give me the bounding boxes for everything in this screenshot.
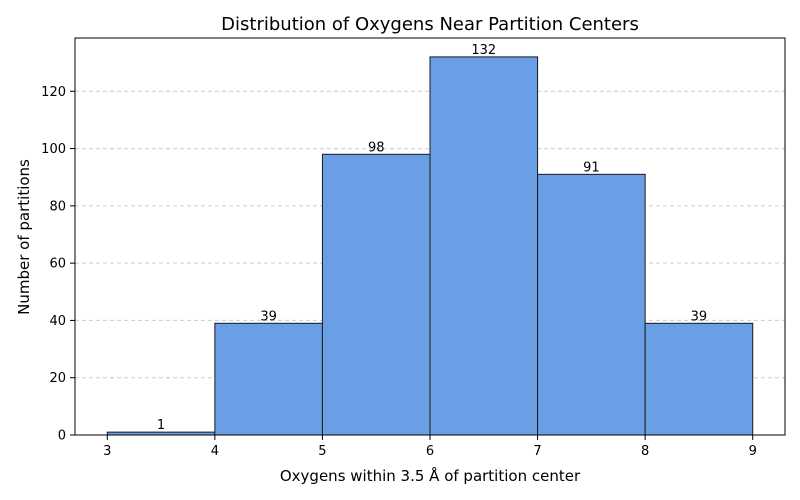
- bar-value-label: 39: [691, 309, 708, 324]
- y-tick-label: 60: [49, 257, 66, 272]
- histogram-bar: [429, 56, 539, 436]
- x-tick-label: 8: [641, 444, 649, 459]
- y-tick-label: 100: [41, 142, 66, 157]
- x-tick-label: 9: [749, 444, 757, 459]
- x-tick-label: 4: [211, 444, 219, 459]
- y-tick-label: 0: [58, 429, 66, 444]
- y-axis-ticks: 0 20 40 60 80 100 120: [41, 85, 75, 444]
- bar-value-label: 132: [471, 43, 496, 58]
- x-tick-label: 3: [103, 444, 111, 459]
- x-axis-ticks: 3 4 5 6 7 8 9: [103, 435, 757, 459]
- data-labels: 1 39 98 132 91 39: [157, 43, 707, 433]
- y-tick-label: 80: [49, 199, 66, 214]
- y-tick-label: 40: [49, 314, 66, 329]
- histogram-bar: [644, 322, 754, 436]
- y-tick-label: 20: [49, 371, 66, 386]
- x-axis-label: Oxygens within 3.5 Å of partition center: [280, 466, 581, 485]
- x-tick-label: 7: [533, 444, 541, 459]
- bar-value-label: 98: [368, 140, 385, 155]
- bar-value-label: 39: [260, 309, 277, 324]
- y-axis-label: Number of partitions: [15, 159, 33, 315]
- bar-value-label: 1: [157, 418, 165, 433]
- histogram-bar: [537, 173, 646, 436]
- y-tick-label: 120: [41, 85, 66, 100]
- chart-title: Distribution of Oxygens Near Partition C…: [221, 14, 639, 35]
- histogram-bar: [321, 153, 431, 436]
- bars: [106, 56, 754, 436]
- histogram-bar: [214, 322, 323, 436]
- bar-value-label: 91: [583, 160, 600, 175]
- x-tick-label: 6: [426, 444, 434, 459]
- x-tick-label: 5: [318, 444, 326, 459]
